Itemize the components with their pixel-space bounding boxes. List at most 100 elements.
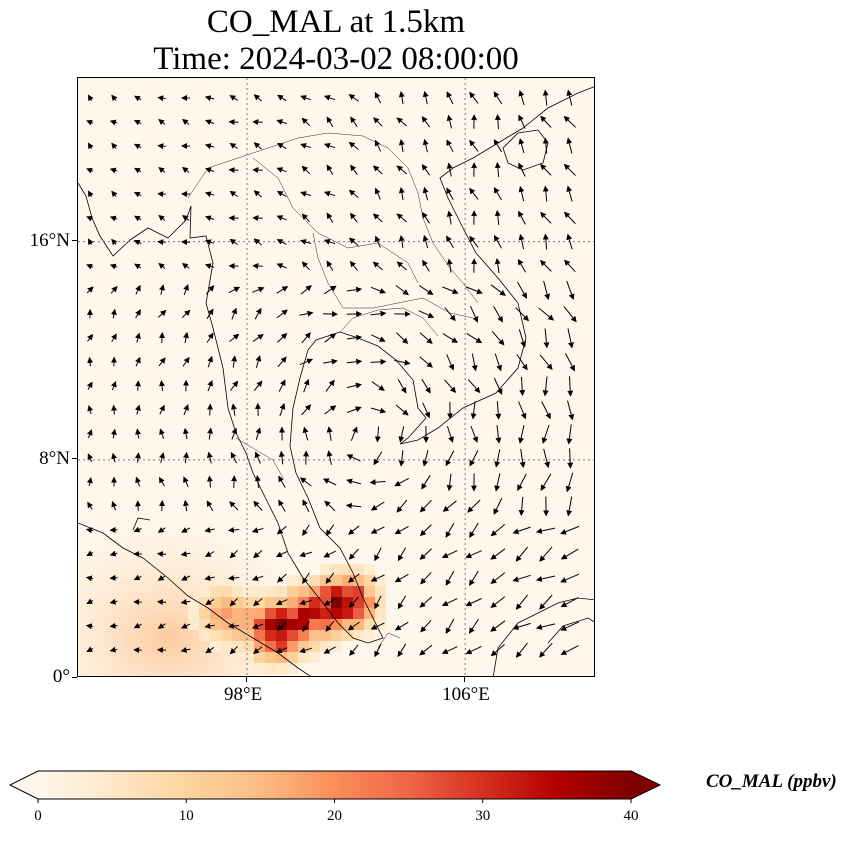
- co-cell: [243, 608, 254, 619]
- co-cell: [221, 608, 232, 619]
- wind-arrow: [545, 235, 546, 250]
- wind-arrow: [497, 425, 499, 443]
- wind-arrow: [492, 331, 504, 344]
- wind-arrow: [422, 379, 430, 393]
- wind-arrow: [371, 313, 386, 315]
- wind-arrow: [183, 264, 190, 269]
- wind-arrow: [520, 187, 523, 201]
- wind-arrow: [278, 95, 286, 100]
- wind-arrow: [113, 454, 115, 463]
- wind-arrow: [329, 427, 331, 441]
- wind-arrow: [135, 96, 141, 100]
- co-cell: [199, 608, 210, 619]
- wind-arrow: [277, 168, 286, 172]
- wind-arrow: [371, 408, 385, 412]
- co-cell: [364, 586, 375, 597]
- co-cell: [298, 630, 309, 641]
- wind-arrow: [491, 644, 504, 655]
- wind-arrow: [300, 313, 313, 316]
- co-cell: [254, 608, 265, 619]
- wind-arrow: [329, 451, 332, 465]
- wind-arrow: [445, 380, 456, 392]
- map-subtitle-time: Time: 2024-03-02 08:00:00: [77, 41, 595, 77]
- wind-arrow: [568, 497, 571, 516]
- wind-arrow: [565, 212, 576, 223]
- wind-arrow: [374, 262, 383, 270]
- wind-arrow: [90, 358, 91, 366]
- wind-arrow: [159, 216, 165, 221]
- wind-arrow: [443, 551, 458, 558]
- wind-arrow: [229, 287, 239, 292]
- co-cell: [199, 586, 210, 597]
- wind-arrow: [466, 599, 481, 606]
- wind-arrow: [232, 429, 236, 440]
- wind-arrow: [206, 145, 214, 147]
- wind-arrow: [253, 528, 263, 531]
- wind-arrow: [516, 595, 527, 609]
- wind-arrow: [88, 143, 91, 148]
- wind-arrow: [111, 169, 117, 171]
- wind-arrow: [401, 236, 403, 248]
- wind-arrow: [397, 118, 406, 126]
- wind-arrow: [111, 265, 117, 267]
- wind-arrow: [561, 646, 578, 655]
- wind-arrow: [138, 501, 139, 510]
- wind-arrow: [256, 356, 259, 368]
- co-cell: [188, 608, 199, 619]
- wind-arrow: [325, 144, 335, 148]
- co-cell: [320, 630, 331, 641]
- wind-arrow: [420, 597, 432, 607]
- co-cell: [364, 608, 375, 619]
- wind-arrow: [325, 96, 335, 100]
- wind-arrow: [568, 329, 572, 348]
- co-cell: [342, 608, 353, 619]
- wind-arrow: [570, 376, 571, 395]
- wind-arrow: [301, 144, 311, 147]
- wind-arrow: [496, 473, 500, 490]
- wind-arrow: [327, 117, 333, 126]
- wind-arrow: [564, 117, 575, 128]
- wind-arrow: [347, 361, 361, 363]
- wind-arrow: [255, 309, 261, 320]
- wind-arrow: [447, 140, 453, 152]
- co-cell: [320, 575, 331, 586]
- wind-arrow: [112, 240, 116, 245]
- wind-arrow: [300, 359, 312, 364]
- wind-arrow: [470, 237, 478, 248]
- wind-arrow: [470, 141, 478, 152]
- wind-arrow: [537, 624, 555, 628]
- colorbar-tick-label: 20: [327, 808, 342, 825]
- co-cell: [254, 663, 265, 674]
- wind-arrow: [300, 552, 312, 556]
- wind-arrow: [562, 549, 579, 559]
- coastline-borneo-inner: [548, 618, 595, 643]
- wind-arrow: [324, 479, 336, 485]
- wind-arrow: [158, 650, 166, 651]
- wind-arrow: [494, 498, 502, 514]
- wind-arrow: [135, 216, 141, 220]
- co-cell: [298, 652, 309, 663]
- wind-arrow: [137, 429, 138, 438]
- wind-arrow: [112, 502, 115, 510]
- wind-arrow: [185, 333, 187, 343]
- co-cell: [287, 575, 298, 586]
- wind-arrow: [513, 575, 530, 580]
- wind-arrow: [449, 116, 452, 129]
- co-cell: [243, 597, 254, 608]
- co-cell: [210, 641, 221, 652]
- wind-arrow: [516, 308, 529, 321]
- wind-arrow: [545, 329, 547, 348]
- co-cell: [342, 630, 353, 641]
- co-cell: [353, 630, 364, 641]
- wind-arrow: [254, 381, 262, 390]
- wind-arrow: [470, 523, 479, 537]
- wind-arrow: [495, 236, 502, 248]
- wind-arrow: [302, 333, 310, 343]
- wind-arrow: [324, 551, 335, 557]
- wind-arrow: [326, 525, 333, 535]
- wind-arrow: [252, 288, 263, 293]
- wind-arrow: [158, 98, 166, 99]
- co-cell: [210, 630, 221, 641]
- co-cell: [287, 597, 298, 608]
- wind-arrow: [347, 408, 361, 413]
